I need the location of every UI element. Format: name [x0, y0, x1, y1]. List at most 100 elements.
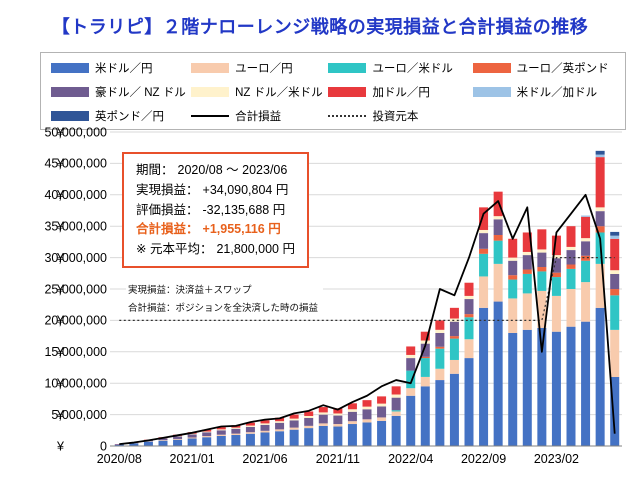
bar-segment-eur_gbp	[420, 356, 430, 359]
bar-segment-eur_jpy	[406, 388, 416, 396]
bar-segment-eur_gbp	[595, 226, 605, 233]
y-currency-symbol: ¥	[56, 157, 64, 171]
bar-segment-usd_jpy	[362, 422, 372, 446]
bar-segment-cad_jpy	[347, 403, 357, 410]
bar-segment-eur_usd	[610, 295, 620, 330]
bar-segment-usd_jpy	[551, 331, 561, 446]
bar-segment-usd_cad	[581, 215, 591, 217]
chart-title: 【トラリピ】２階ナローレンジ戦略の実現損益と合計損益の推移	[51, 17, 589, 37]
bar-segment-usd_jpy	[231, 435, 241, 446]
bar-segment-nzd_usd	[289, 418, 299, 421]
legend-swatch	[472, 63, 511, 73]
legend-item: 投資元本	[328, 108, 472, 124]
bar-segment-eur_usd	[581, 260, 591, 283]
bar-segment-cad_jpy	[537, 229, 547, 250]
bar-segment-nzd_usd	[449, 318, 459, 322]
bar-segment-aud_nzd	[391, 397, 401, 411]
bar-segment-eur_usd	[508, 279, 518, 299]
legend-item: 合計損益	[191, 108, 328, 124]
summary-value: 21,800,000 円	[216, 242, 295, 256]
legend-item: 米ドル／加ドル	[472, 84, 621, 100]
bar-segment-cad_jpy	[362, 400, 372, 407]
y-currency-symbol: ¥	[56, 314, 64, 328]
x-tick-label: 2021/01	[170, 452, 215, 466]
bar-segment-aud_nzd	[377, 406, 387, 418]
legend-label: NZ ドル／米ドル	[235, 87, 323, 99]
bar-segment-usd_jpy	[275, 431, 285, 446]
bar-segment-cad_jpy	[449, 307, 459, 319]
bar-segment-eur_gbp	[479, 248, 489, 254]
legend-swatch	[51, 63, 89, 73]
bar-segment-usd_jpy	[187, 438, 197, 446]
bar-segment-eur_usd	[479, 253, 489, 277]
x-tick-label: 2023/02	[534, 452, 579, 466]
bar-segment-aud_nzd	[449, 321, 459, 337]
bar-segment-eur_jpy	[202, 436, 212, 438]
summary-line: 期間： 2020/08 ～ 2023/06	[136, 161, 295, 181]
x-tick-label: 2022/04	[388, 452, 433, 466]
bar-segment-eur_jpy	[581, 282, 591, 322]
legend-swatch	[191, 87, 230, 97]
bar-segment-eur_gbp	[551, 272, 561, 278]
bar-segment-gbp_jpy	[595, 150, 605, 155]
bar-segment-cad_jpy	[245, 422, 255, 426]
bar-segment-usd_jpy	[333, 426, 343, 446]
legend-item: 加ドル／円	[328, 84, 472, 100]
bar-segment-eur_jpy	[216, 434, 226, 436]
bar-segment-eur_jpy	[143, 441, 153, 442]
bar-segment-eur_jpy	[347, 421, 357, 425]
y-tick-label: 0	[100, 439, 107, 453]
bar-segment-eur_gbp	[435, 346, 445, 349]
bar-segment-gbp_jpy	[610, 231, 620, 236]
bar-segment-nzd_usd	[304, 415, 314, 418]
y-tick-label: 5,000,000	[51, 408, 107, 422]
bar-segment-usd_jpy	[595, 307, 605, 446]
summary-value: +34,090,804 円	[202, 182, 289, 197]
legend-label: 合計損益	[235, 111, 282, 123]
bar-segment-aud_nzd	[260, 424, 270, 431]
x-tick-label: 2021/06	[242, 452, 287, 466]
bar-segment-eur_jpy	[391, 411, 401, 416]
legend-item: 豪ドル／ NZ ドル	[51, 84, 191, 100]
y-currency-symbol: ¥	[56, 377, 64, 391]
bar-segment-aud_nzd	[216, 430, 226, 435]
bar-segment-aud_nzd	[158, 438, 168, 441]
y-axis-labels: ¥0¥5,000,000¥10,000,000¥15,000,000¥20,00…	[44, 125, 107, 453]
summary-value: 2020/08 ～ 2023/06	[177, 163, 288, 177]
bar-segment-usd_jpy	[493, 301, 503, 446]
legend-swatch	[191, 63, 230, 73]
x-tick-label: 2020/08	[97, 452, 142, 466]
bar-segment-eur_usd	[551, 277, 561, 296]
legend-line-sample	[191, 115, 230, 117]
bar-segment-eur_jpy	[479, 276, 489, 308]
footnote-line: 実現損益：決済益＋スワップ	[128, 285, 252, 296]
y-currency-symbol: ¥	[56, 220, 64, 234]
bar-segment-nzd_usd	[522, 251, 532, 256]
bar-segment-nzd_usd	[581, 238, 591, 242]
bar-segment-eur_jpy	[362, 419, 372, 423]
y-currency-symbol: ¥	[56, 345, 64, 359]
bar-segment-cad_jpy	[566, 226, 576, 247]
summary-label: 実現損益：	[136, 182, 199, 197]
bar-segment-eur_gbp	[537, 267, 547, 272]
bar-segment-nzd_usd	[347, 409, 357, 412]
bar-segment-nzd_usd	[275, 421, 285, 423]
bar-segment-usd_jpy	[566, 326, 576, 446]
bar-segment-cad_jpy	[581, 216, 591, 239]
legend-item: 英ポンド／円	[51, 108, 191, 124]
bar-segment-eur_usd	[464, 317, 474, 340]
legend-item: ユーロ／円	[191, 60, 328, 76]
bar-segment-usd_jpy	[581, 321, 591, 446]
legend-item: ユーロ／英ポンド	[472, 60, 621, 76]
y-tick-label: 30,000,000	[44, 251, 107, 265]
bar-segment-aud_nzd	[420, 343, 430, 357]
bar-segment-cad_jpy	[289, 414, 299, 419]
bar-segment-eur_jpy	[173, 438, 183, 440]
bar-segment-nzd_usd	[391, 394, 401, 398]
summary-total-line: 合計損益： +1,955,116 円	[136, 220, 295, 240]
bar-segment-nzd_usd	[362, 406, 372, 410]
bar-segment-aud_nzd	[318, 414, 328, 424]
bar-segment-cad_jpy	[522, 232, 532, 252]
bar-segment-aud_nzd	[231, 428, 241, 434]
bar-segment-eur_jpy	[508, 298, 518, 333]
